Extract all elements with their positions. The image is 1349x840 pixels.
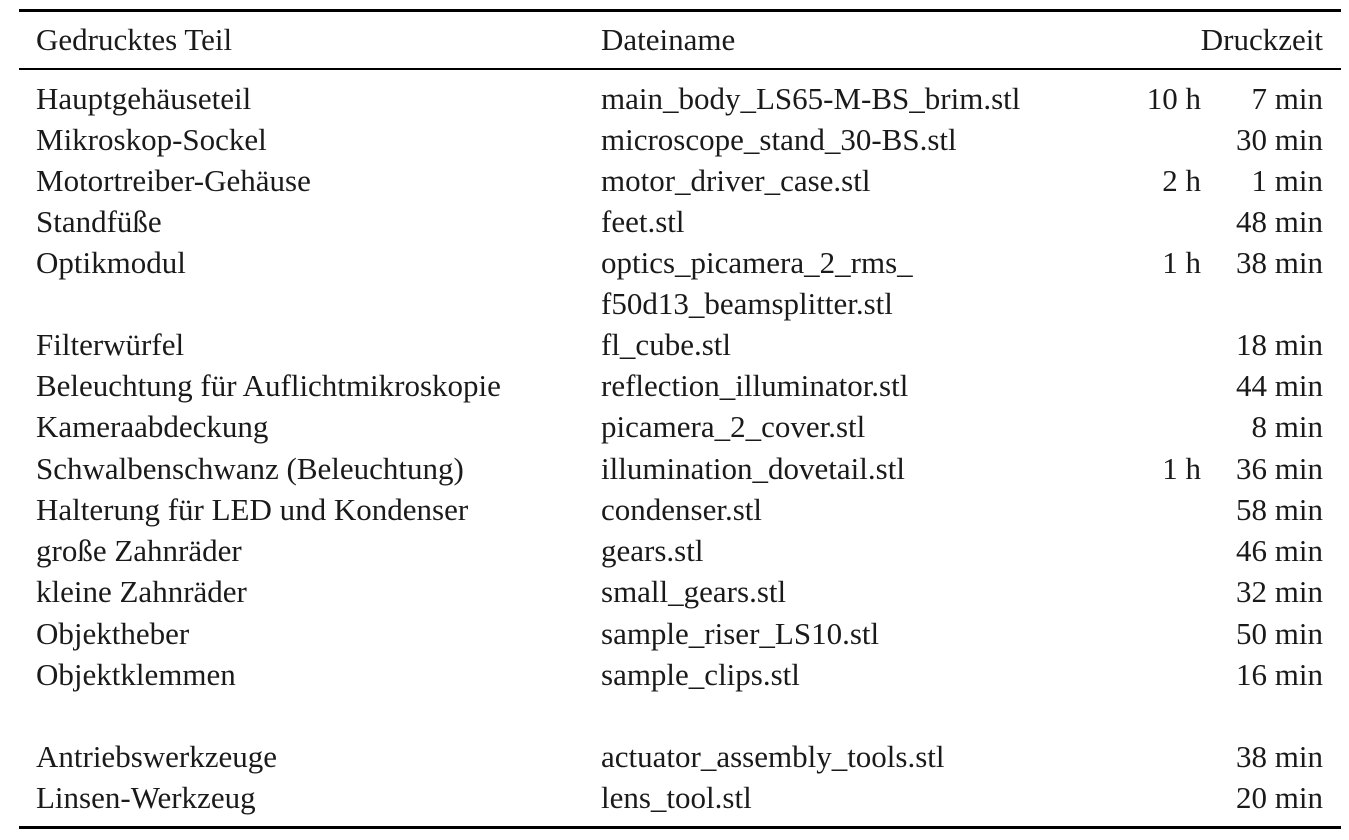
row-file-continued: f50d13_beamsplitter.stl [601,286,893,321]
row-part: Standfüße [36,204,162,239]
row-mins: 38 min [1236,245,1323,280]
row-mins: 58 min [1236,492,1323,527]
row-part: kleine Zahnräder [36,574,247,609]
table-row: Schwalbenschwanz (Beleuchtung) illuminat… [0,449,1349,489]
row-part: Motortreiber-Gehäuse [36,163,311,198]
table-row: Objektheber sample_riser_LS10.stl 50 min [0,614,1349,654]
row-part: Objektheber [36,616,190,651]
table-bottom-rule [19,826,1341,829]
header-file: Dateiname [601,22,736,57]
row-file: motor_driver_case.stl [601,163,871,198]
row-file: feet.stl [601,204,685,239]
row-mins: 36 min [1236,451,1323,486]
row-part: Hauptgehäuseteil [36,81,252,116]
table-row: Motortreiber-Gehäuse motor_driver_case.s… [0,161,1349,201]
row-mins: 38 min [1236,739,1323,774]
row-file: microscope_stand_30-BS.stl [601,122,957,157]
row-part: Linsen-Werkzeug [36,780,256,815]
row-part: Optikmodul [36,245,186,280]
row-part: Mikroskop-Sockel [36,122,267,157]
row-part: Beleuchtung für Auflichtmikroskopie [36,368,501,403]
row-part: Kameraabdeckung [36,409,269,444]
row-file: small_gears.stl [601,574,787,609]
table-row: Hauptgehäuseteil main_body_LS65-M-BS_bri… [0,79,1349,119]
table-row: Halterung für LED und Kondenser condense… [0,490,1349,530]
table-row: Optikmodul optics_picamera_2_rms_ f50d13… [0,243,1349,321]
row-hours: 2 h [1162,163,1201,198]
row-mins: 7 min [1251,81,1323,116]
row-mins: 32 min [1236,574,1323,609]
row-part: große Zahnräder [36,533,242,568]
row-file: sample_clips.stl [601,657,800,692]
row-mins: 8 min [1251,409,1323,444]
row-file: illumination_dovetail.stl [601,451,905,486]
table-header-row: Gedrucktes Teil Dateiname Druckzeit [0,20,1349,60]
table-row: Standfüße feet.stl 48 min [0,202,1349,242]
row-part: Objektklemmen [36,657,236,692]
table-row: Beleuchtung für Auflichtmikroskopie refl… [0,366,1349,406]
row-part: Antriebswerkzeuge [36,739,278,774]
row-mins: 18 min [1236,327,1323,362]
row-mins: 50 min [1236,616,1323,651]
row-part: Filterwürfel [36,327,185,362]
row-hours: 10 h [1146,81,1201,116]
row-file: sample_riser_LS10.stl [601,616,880,651]
row-file: gears.stl [601,533,704,568]
table-row: Objektklemmen sample_clips.stl 16 min [0,655,1349,695]
row-mins: 46 min [1236,533,1323,568]
header-part: Gedrucktes Teil [36,22,233,57]
row-part: Schwalbenschwanz (Beleuchtung) [36,451,464,486]
row-mins: 30 min [1236,122,1323,157]
row-mins: 1 min [1251,163,1323,198]
row-file: reflection_illuminator.stl [601,368,909,403]
row-part: Halterung für LED und Kondenser [36,492,469,527]
row-file: lens_tool.stl [601,780,752,815]
table-row: Linsen-Werkzeug lens_tool.stl 20 min [0,778,1349,818]
row-file: optics_picamera_2_rms_ [601,245,913,280]
row-file: picamera_2_cover.stl [601,409,866,444]
table-row: Filterwürfel fl_cube.stl 18 min [0,325,1349,365]
row-mins: 16 min [1236,657,1323,692]
table-header-rule [19,68,1341,70]
header-time: Druckzeit [1200,22,1323,57]
row-file: actuator_assembly_tools.stl [601,739,945,774]
table-row: Mikroskop-Sockel microscope_stand_30-BS.… [0,120,1349,160]
table-top-rule [19,9,1341,12]
row-hours: 1 h [1162,245,1201,280]
row-mins: 48 min [1236,204,1323,239]
row-mins: 44 min [1236,368,1323,403]
row-file: fl_cube.stl [601,327,731,362]
row-file: condenser.stl [601,492,762,527]
row-mins: 20 min [1236,780,1323,815]
row-hours: 1 h [1162,451,1201,486]
table-row: große Zahnräder gears.stl 46 min [0,531,1349,571]
table-row: kleine Zahnräder small_gears.stl 32 min [0,572,1349,612]
table-row: Kameraabdeckung picamera_2_cover.stl 8 m… [0,407,1349,447]
table-row: Antriebswerkzeuge actuator_assembly_tool… [0,737,1349,777]
row-file: main_body_LS65-M-BS_brim.stl [601,81,1021,116]
